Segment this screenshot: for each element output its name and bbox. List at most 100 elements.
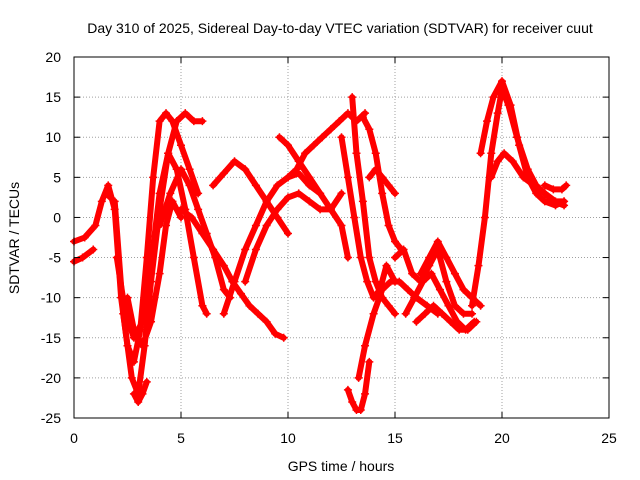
data-point xyxy=(410,293,419,302)
data-point xyxy=(305,197,314,206)
data-point xyxy=(209,245,218,254)
data-point xyxy=(562,181,571,190)
y-tick-label: 0 xyxy=(53,209,61,225)
data-point xyxy=(540,197,549,206)
data-point xyxy=(284,193,292,202)
data-point xyxy=(386,277,395,286)
data-point xyxy=(110,197,119,206)
data-point xyxy=(365,253,374,262)
data-point xyxy=(230,157,239,166)
x-tick-label: 5 xyxy=(177,430,185,446)
x-tick-label: 25 xyxy=(601,430,617,446)
data-point xyxy=(294,189,303,198)
series-line xyxy=(349,94,398,317)
data-point xyxy=(155,117,164,126)
y-tick-label: 20 xyxy=(45,49,61,65)
data-point xyxy=(446,317,455,326)
data-point xyxy=(284,141,292,150)
series-trace-21 xyxy=(401,269,479,334)
data-point xyxy=(279,333,288,342)
data-point xyxy=(480,213,489,222)
series-trace-9 xyxy=(209,157,292,238)
data-point xyxy=(134,397,143,406)
data-point xyxy=(230,277,239,286)
data-point xyxy=(515,141,524,150)
data-point xyxy=(155,221,164,230)
series-line xyxy=(541,182,570,193)
data-point xyxy=(455,325,464,334)
data-point xyxy=(356,253,365,262)
data-point xyxy=(262,317,271,326)
y-tick-label: 5 xyxy=(53,169,61,185)
x-tick-label: 0 xyxy=(70,430,78,446)
data-point xyxy=(378,189,387,198)
data-point xyxy=(177,205,185,214)
y-tick-label: -5 xyxy=(49,250,62,266)
data-point xyxy=(147,317,156,326)
data-point xyxy=(326,205,335,214)
data-point xyxy=(435,285,444,294)
axis-ticks: 0 5 10 15 20 25 -25 -20 -15 -10 -5 0 5 10 15 20 xyxy=(41,49,617,446)
data-point xyxy=(358,197,367,206)
series-trace-11 xyxy=(241,189,346,286)
data-point xyxy=(493,109,502,118)
data-point xyxy=(185,181,194,190)
y-tick-label: -15 xyxy=(41,330,61,346)
data-point xyxy=(254,309,263,318)
series-line xyxy=(71,110,202,365)
y-tick-label: -25 xyxy=(41,410,61,426)
data-point xyxy=(560,197,569,206)
x-tick-label: 20 xyxy=(494,430,510,446)
data-point xyxy=(162,109,171,118)
data-point xyxy=(273,205,282,214)
data-point xyxy=(164,149,173,158)
data-point xyxy=(489,93,498,102)
data-point xyxy=(335,117,344,126)
data-point xyxy=(395,277,404,286)
x-tick-label: 15 xyxy=(387,430,403,446)
data-point xyxy=(97,197,106,206)
data-point xyxy=(391,237,399,246)
plot-frame xyxy=(73,56,610,419)
data-point xyxy=(177,165,185,174)
data-point xyxy=(127,373,136,382)
data-point xyxy=(326,125,335,134)
data-point xyxy=(540,189,549,198)
data-point xyxy=(519,173,528,182)
data-point xyxy=(172,117,181,126)
data-point xyxy=(551,197,560,206)
data-point xyxy=(284,229,292,238)
data-point xyxy=(316,189,325,198)
data-point xyxy=(185,165,194,174)
data-point xyxy=(138,341,147,350)
data-point xyxy=(427,269,436,278)
y-tick-label: -10 xyxy=(41,290,61,306)
data-point xyxy=(198,301,207,310)
data-point xyxy=(530,181,539,190)
data-point xyxy=(219,309,228,318)
data-point xyxy=(468,309,477,318)
data-point xyxy=(391,309,399,318)
data-point xyxy=(358,113,367,122)
data-point xyxy=(343,173,352,182)
series-trace-15 xyxy=(343,357,374,414)
data-point xyxy=(442,277,451,286)
data-point xyxy=(487,149,496,158)
data-point xyxy=(251,181,260,190)
data-point xyxy=(187,213,196,222)
series-line xyxy=(276,134,351,261)
plot-area xyxy=(70,77,571,414)
data-point xyxy=(236,289,245,298)
data-point xyxy=(138,317,147,326)
series-line xyxy=(220,170,324,317)
chart-title: Day 310 of 2025, Sidereal Day-to-day VTE… xyxy=(87,20,593,36)
data-point xyxy=(463,325,472,334)
data-point xyxy=(181,109,190,118)
data-point xyxy=(361,341,370,350)
data-point xyxy=(384,221,393,230)
data-point xyxy=(361,389,370,398)
data-point xyxy=(459,309,468,318)
data-point xyxy=(271,329,280,338)
series-line xyxy=(392,246,475,317)
